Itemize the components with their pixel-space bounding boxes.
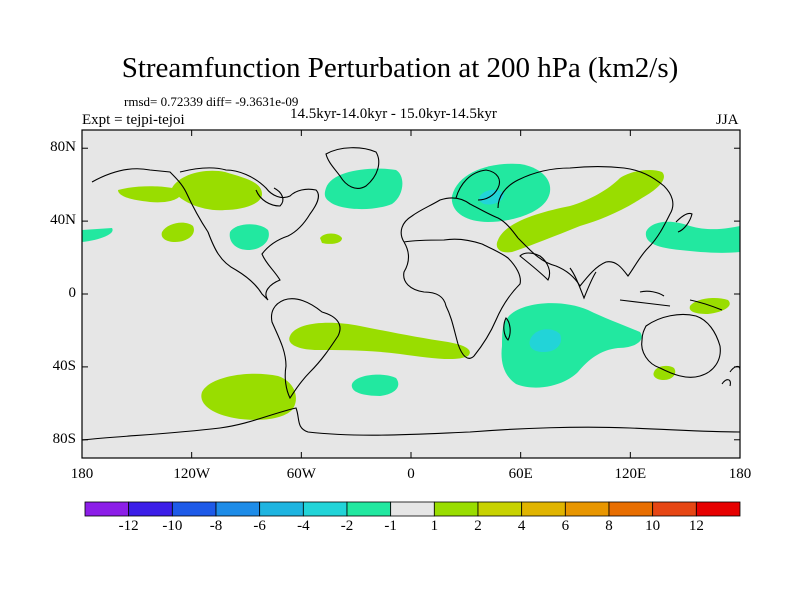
x-tick-label: 0 (407, 466, 415, 482)
anomaly-indian-ocean-core (529, 329, 562, 352)
anomaly-north-america (229, 224, 269, 250)
anomaly-w-canada (118, 186, 181, 203)
coast-scandinavia (455, 169, 501, 201)
colorbar-box (346, 501, 392, 517)
x-tick-label: 180 (728, 466, 752, 482)
colorbar-box (259, 501, 304, 517)
anomaly-ne-pacific (161, 222, 194, 242)
anomaly-eurasian-belt (496, 170, 664, 253)
y-tick-label: 40S (52, 357, 76, 374)
x-tick-label: 120E (614, 466, 647, 482)
x-tick-label: 60W (286, 466, 316, 482)
colorbar-box (171, 501, 217, 517)
colorbar-label: 12 (688, 518, 704, 534)
colorbar-label: -2 (340, 518, 354, 534)
anomaly-scandinavia-core (479, 189, 504, 205)
colorbar-box (695, 501, 741, 517)
anomaly-nw-pacific (645, 221, 740, 253)
period-line: 14.5kyr-14.0kyr - 15.0kyr-14.5kyr (290, 106, 497, 122)
x-tick-label: 60E (508, 466, 533, 482)
season-label: JJA (716, 112, 739, 128)
anomaly-s-atlantic-small (351, 374, 399, 396)
colorbar-label: 8 (605, 518, 613, 534)
anomaly-se-pacific (201, 373, 296, 420)
colorbar-box (433, 501, 479, 517)
colorbar-box (84, 501, 130, 517)
coast-arabia (519, 252, 551, 281)
plot-title: Streamfunction Perturbation at 200 hPa (… (121, 52, 679, 84)
colorbar-label: -10 (162, 518, 183, 534)
coast-antarctica (81, 407, 741, 441)
coast-greenland (325, 147, 380, 189)
stats-line: rmsd= 0.72339 diff= -9.3631e-09 (124, 94, 299, 109)
colorbar-box (652, 501, 697, 517)
colorbar-box (215, 501, 261, 517)
anomaly-n-pacific-alaska (172, 170, 262, 211)
colorbar-box (521, 501, 566, 517)
y-ticks (82, 147, 740, 441)
y-tick-label: 0 (68, 285, 77, 301)
coast-japan (675, 212, 693, 233)
coast-south-america (270, 298, 341, 400)
y-tick-label: 80N (50, 139, 76, 156)
coastlines (81, 147, 741, 441)
colorbar-label: -8 (209, 518, 223, 534)
colorbar-label: 6 (561, 518, 570, 534)
colorbar-label: -6 (253, 518, 266, 534)
colorbar-label: 2 (474, 518, 482, 534)
coast-north-america (91, 167, 319, 301)
colorbar-box (477, 501, 523, 517)
anomaly-indian-ocean (501, 303, 642, 388)
x-tick-label: 180 (70, 466, 94, 482)
colorbar-label: -12 (118, 518, 139, 534)
x-ticks (81, 130, 741, 458)
experiment-label: Expt = tejpi-tejoi (82, 112, 185, 128)
anomaly-pacific-edge (82, 228, 113, 242)
anomaly-s-atlantic-band (289, 322, 470, 360)
colorbar-label: 1 (430, 518, 439, 534)
colorbar-label: -4 (297, 518, 310, 534)
colorbar-label: -1 (384, 518, 397, 534)
colorbar-label: 10 (645, 518, 661, 534)
anomaly-n-atlantic (324, 168, 403, 210)
x-tick-label: 120W (173, 466, 210, 482)
coast-indonesia (619, 290, 723, 311)
colorbar-box (128, 501, 173, 517)
y-tick-label: 80S (52, 430, 76, 447)
coast-hudson-bay (255, 187, 284, 207)
y-tick-label: 40N (50, 212, 76, 229)
coast-africa (403, 238, 521, 359)
anomaly-sw-pacific (653, 365, 676, 380)
coast-madagascar (503, 317, 511, 341)
coast-australia (641, 313, 721, 378)
colorbar-box (608, 501, 654, 517)
colorbar (84, 501, 741, 517)
colorbar-box (390, 501, 435, 517)
colorbar-box (564, 501, 610, 517)
colorbar-label: 4 (517, 518, 526, 534)
coast-europe (400, 197, 519, 243)
coast-india (569, 267, 597, 300)
colorbar-box (302, 501, 348, 517)
anomaly-mid-atlantic (320, 233, 342, 244)
